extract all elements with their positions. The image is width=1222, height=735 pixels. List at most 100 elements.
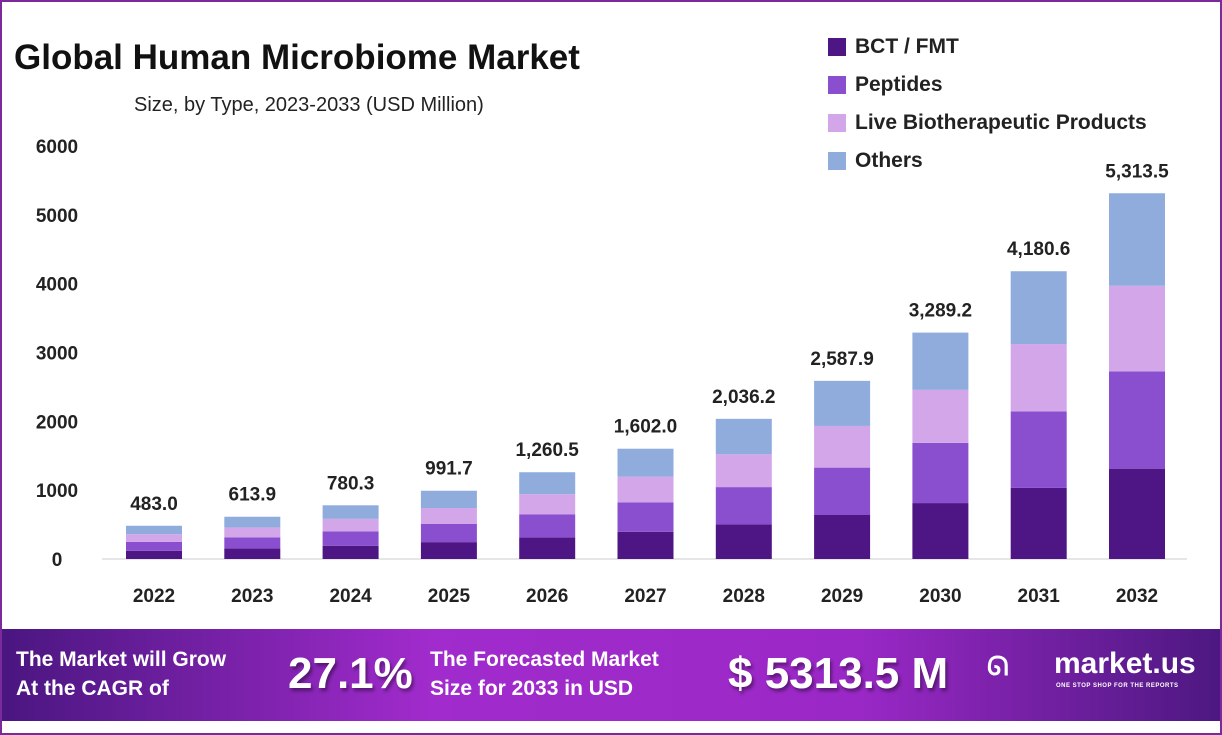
bar-segment	[126, 525, 182, 535]
bar-segment	[814, 467, 871, 516]
bar-segment	[420, 542, 477, 559]
y-tick-label: 2000	[36, 412, 78, 433]
data-label: 4,180.6	[1007, 239, 1070, 260]
bar-segment	[126, 541, 182, 551]
x-tick-label: 2025	[428, 586, 471, 607]
bar-segment	[1010, 271, 1067, 345]
x-tick-label: 2026	[526, 586, 568, 607]
bar-segment	[814, 380, 871, 426]
bar-segment	[420, 508, 477, 524]
chart-title: Global Human Microbiome Market	[14, 38, 580, 77]
summary-banner: The Market will Grow At the CAGR of 27.1…	[2, 629, 1220, 721]
bar-segment	[617, 502, 674, 532]
x-tick-label: 2027	[624, 586, 666, 607]
bar-segment	[224, 516, 281, 528]
x-tick-label: 2022	[133, 586, 175, 607]
bar-segment	[420, 490, 477, 509]
bar-segment	[912, 332, 969, 390]
bar-segment	[814, 515, 871, 559]
bar-segment	[715, 524, 772, 559]
chart-subtitle: Size, by Type, 2023-2033 (USD Million)	[134, 94, 484, 116]
grow-line1: The Market will Grow	[16, 648, 227, 671]
brand-name: market.us	[1054, 647, 1196, 680]
legend-swatch	[828, 38, 846, 56]
data-label: 3,289.2	[909, 301, 972, 322]
bar-segment	[420, 523, 477, 543]
x-tick-label: 2032	[1116, 586, 1158, 607]
forecast-line1: The Forecasted Market	[430, 648, 659, 671]
grow-line2: At the CAGR of	[16, 677, 169, 700]
y-tick-label: 6000	[36, 137, 78, 158]
legend-label: Others	[855, 149, 923, 172]
data-label: 1,260.5	[515, 440, 579, 461]
bar-segment	[1010, 487, 1067, 559]
bar-segment	[715, 418, 772, 455]
x-tick-label: 2030	[919, 586, 961, 607]
bar-segment	[519, 537, 576, 559]
data-label: 780.3	[327, 473, 375, 494]
legend: BCT / FMT Peptides Live Biotherapeutic Pro…	[828, 28, 1147, 180]
x-tick-label: 2023	[231, 586, 273, 607]
data-label: 5,313.5	[1105, 161, 1169, 182]
bar-segment	[912, 503, 969, 559]
y-tick-label: 5000	[36, 206, 78, 227]
bar-segment	[322, 545, 379, 559]
data-label: 2,587.9	[810, 349, 873, 370]
y-tick-label: 1000	[36, 481, 78, 502]
bar-segment	[814, 425, 871, 468]
x-tick-label: 2024	[329, 586, 372, 607]
y-tick-label: 3000	[36, 344, 78, 365]
y-tick-label: 0	[52, 550, 63, 571]
legend-item: Peptides	[828, 66, 1147, 104]
bar-segment	[519, 472, 576, 495]
legend-item: Others	[828, 142, 1147, 180]
bar-segment	[912, 442, 969, 504]
brand-tagline: ONE STOP SHOP FOR THE REPORTS	[1056, 683, 1179, 689]
legend-item: BCT / FMT	[828, 28, 1147, 66]
legend-label: Peptides	[855, 73, 943, 96]
bar-segment	[126, 550, 182, 559]
legend-label: BCT / FMT	[855, 35, 959, 58]
legend-swatch	[828, 152, 846, 170]
bar-segment	[715, 454, 772, 488]
x-tick-label: 2031	[1018, 586, 1061, 607]
legend-swatch	[828, 114, 846, 132]
data-label: 2,036.2	[712, 387, 775, 408]
x-tick-label: 2028	[723, 586, 765, 607]
bar-segment	[126, 534, 182, 542]
bar-segment	[519, 514, 576, 538]
bar-segment	[617, 448, 674, 477]
legend-swatch	[828, 76, 846, 94]
bar-segment	[617, 531, 674, 559]
bar-segment	[1010, 344, 1067, 412]
legend-item: Live Biotherapeutic Products	[828, 104, 1147, 142]
bar-segment	[322, 518, 379, 532]
bar-segment	[912, 389, 969, 443]
cagr-value: 27.1%	[288, 649, 413, 698]
data-label: 991.7	[425, 459, 473, 480]
bar-segment	[322, 505, 379, 519]
bar-segment	[617, 476, 674, 503]
bar-segment	[224, 537, 281, 549]
bar-segment	[1109, 468, 1165, 559]
bar-segment	[1109, 193, 1165, 286]
bar-segment	[519, 494, 576, 515]
y-tick-label: 4000	[36, 275, 78, 296]
x-tick-label: 2029	[821, 586, 863, 607]
bar-segment	[224, 548, 281, 559]
bar-segment	[1109, 371, 1165, 469]
market-us-logo-icon: ᘏ	[987, 651, 1009, 681]
plot-area: 0 1000 2000 3000 4000 5000 6000 483.0 2022 613.9 2…	[36, 137, 1187, 607]
legend-label: Live Biotherapeutic Products	[855, 111, 1147, 134]
bar-segment	[715, 487, 772, 525]
bar-segment	[1109, 285, 1165, 372]
bar-segment	[1010, 411, 1067, 488]
data-label: 1,602.0	[614, 417, 677, 438]
forecast-line2: Size for 2033 in USD	[430, 677, 634, 700]
forecast-value: $ 5313.5 M	[728, 649, 949, 698]
bar-segment	[322, 531, 379, 546]
data-label: 483.0	[130, 494, 178, 515]
bar-segment	[224, 527, 281, 538]
data-label: 613.9	[229, 485, 277, 506]
